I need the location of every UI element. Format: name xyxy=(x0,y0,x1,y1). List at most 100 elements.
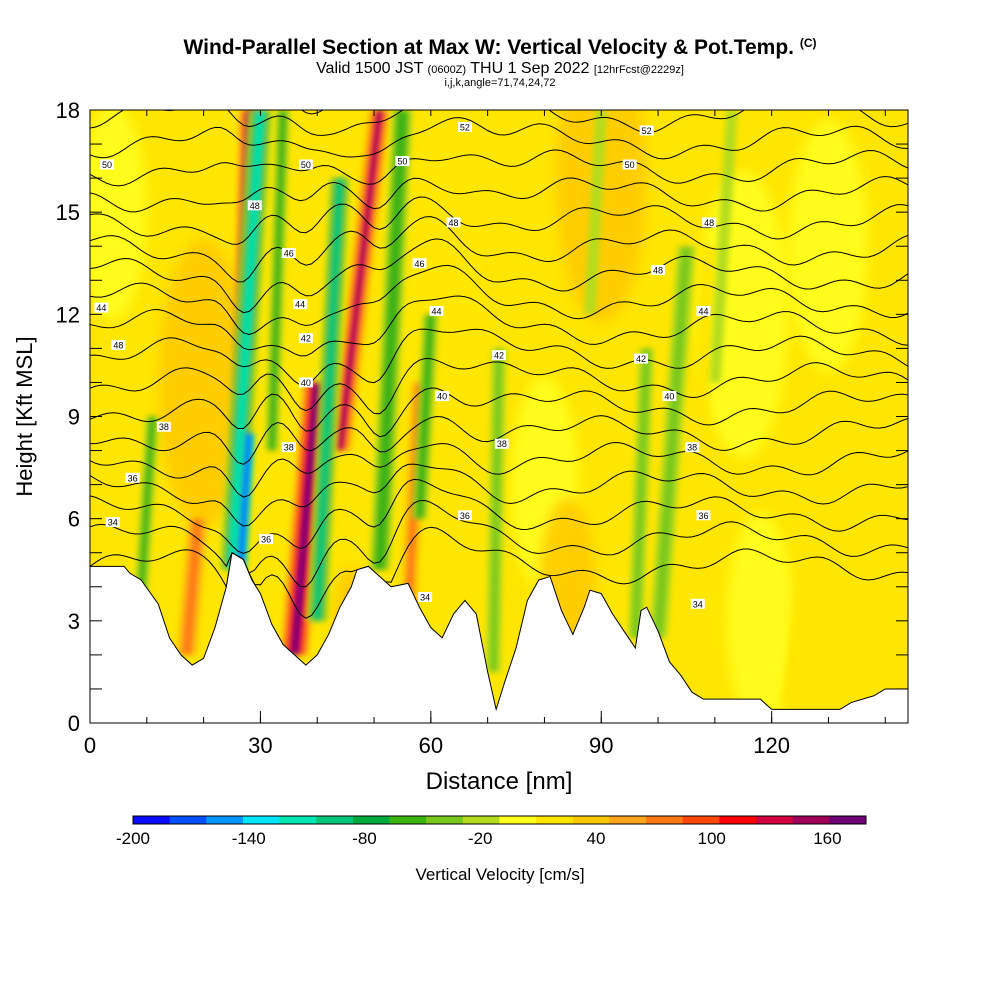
isentrope-label: 48 xyxy=(449,218,459,228)
isentrope-label: 36 xyxy=(128,473,138,483)
isentrope-label-bg xyxy=(639,125,654,136)
colorbar-swatch xyxy=(829,816,867,824)
downdraft-plume xyxy=(134,416,160,594)
colorbar-swatch xyxy=(389,816,427,824)
colorbar-swatch xyxy=(462,816,500,824)
isentrope-label: 50 xyxy=(301,160,311,170)
plume-band xyxy=(267,110,288,451)
colorbar-swatch xyxy=(646,816,684,824)
colorbar-swatch xyxy=(572,816,610,824)
isentrope-label-bg xyxy=(298,377,313,388)
isentrope-line xyxy=(90,478,908,554)
colorbar-swatch xyxy=(609,816,647,824)
chart-params: i,j,k,angle=71,74,24,72 xyxy=(444,77,556,89)
colorbar-swatch xyxy=(499,816,537,824)
colorbar-swatch xyxy=(792,816,830,824)
colorbar-swatch xyxy=(756,816,794,824)
plume-band xyxy=(313,178,345,621)
isentrope-label: 40 xyxy=(437,392,447,402)
downdraft-plume xyxy=(411,314,439,519)
isentrope-label-bg xyxy=(651,265,666,276)
isentrope-label: 38 xyxy=(687,443,697,453)
isentrope-label-bg xyxy=(696,305,711,316)
isentrope-line xyxy=(90,238,908,314)
isentrope-label-bg xyxy=(111,339,126,350)
isentrope-label-bg xyxy=(457,510,472,521)
isentropes xyxy=(90,110,908,619)
plume-band xyxy=(414,314,436,519)
isentrope-label: 38 xyxy=(159,422,169,432)
isentrope-label: 42 xyxy=(494,351,504,361)
downdraft-plume xyxy=(264,110,290,451)
isentrope-label: 52 xyxy=(642,126,652,136)
isentrope-label-bg xyxy=(702,217,717,228)
y-tick-label: 0 xyxy=(68,711,80,736)
field-patches xyxy=(90,110,869,723)
isentrope-label-bg xyxy=(105,517,120,528)
updraft-plume xyxy=(679,246,717,672)
updraft-plume xyxy=(781,518,819,703)
downdraft-plume xyxy=(219,110,273,570)
isentrope-label-bg xyxy=(435,391,450,402)
isentrope-label-bg xyxy=(446,217,461,228)
colorbar-tick-label: 40 xyxy=(586,829,605,848)
isentrope-label: 40 xyxy=(301,378,311,388)
isentrope-label-bg xyxy=(156,421,171,432)
colorbar-swatch xyxy=(279,816,317,824)
y-tick-label: 12 xyxy=(56,302,80,327)
isentrope-label: 36 xyxy=(698,511,708,521)
downdraft-plume xyxy=(648,246,696,638)
isentrope-label-bg xyxy=(429,305,444,316)
isentrope-label: 50 xyxy=(397,157,407,167)
isentrope-label: 48 xyxy=(113,340,123,350)
isentrope-label-bg xyxy=(281,442,296,453)
colorbar-swatch xyxy=(426,816,464,824)
isentrope-label-bg xyxy=(494,438,509,449)
plume-band xyxy=(489,348,503,672)
downdraft-plume xyxy=(369,110,413,570)
isentrope-line xyxy=(90,441,908,498)
y-tick-label: 9 xyxy=(68,405,80,430)
colorbar-swatch xyxy=(316,816,354,824)
field-patch xyxy=(90,110,147,321)
plume-band xyxy=(137,416,157,594)
isentrope-label: 46 xyxy=(414,259,424,269)
isentrope-label-bg xyxy=(418,591,433,602)
plume-band xyxy=(653,246,692,638)
x-axis-label: Distance [nm] xyxy=(426,768,573,795)
isentrope-label: 38 xyxy=(497,439,507,449)
colorbar-label: Vertical Velocity [cm/s] xyxy=(415,865,584,884)
updraft-plume xyxy=(328,110,392,451)
colorbar-tick-label: -80 xyxy=(352,829,377,848)
isentrope-line xyxy=(90,499,908,588)
colorbar-tick-label: -200 xyxy=(116,829,150,848)
colorbar-tick-label: 160 xyxy=(813,829,841,848)
colorbar-swatch xyxy=(352,816,391,824)
plume-band xyxy=(228,110,264,570)
colorbar-swatch xyxy=(682,816,720,824)
isentrope-label: 34 xyxy=(108,518,118,528)
isentrope-label-bg xyxy=(247,200,262,211)
isentrope-line xyxy=(90,295,908,357)
isentrope-label: 36 xyxy=(261,535,271,545)
isentrope-line xyxy=(90,196,908,245)
colorbar-tick-label: -20 xyxy=(468,829,493,848)
plume-band xyxy=(679,246,717,672)
isentrope-label: 42 xyxy=(636,354,646,364)
isentrope-label-bg xyxy=(696,510,711,521)
isentrope-line xyxy=(90,216,908,283)
isentrope-label: 50 xyxy=(625,160,635,170)
isentrope-label-bg xyxy=(94,302,109,313)
isentrope-label-bg xyxy=(259,534,274,545)
isentrope-line xyxy=(90,387,908,438)
plume-band xyxy=(291,382,320,655)
isentrope-label: 44 xyxy=(432,306,442,316)
isentrope-label: 34 xyxy=(693,599,703,609)
x-tick-label: 120 xyxy=(753,733,790,758)
plume-band xyxy=(238,433,251,570)
isentrope-label: 34 xyxy=(420,592,430,602)
field-patch xyxy=(726,512,795,723)
isentrope-line xyxy=(90,328,908,386)
downdraft-plume xyxy=(627,348,655,638)
